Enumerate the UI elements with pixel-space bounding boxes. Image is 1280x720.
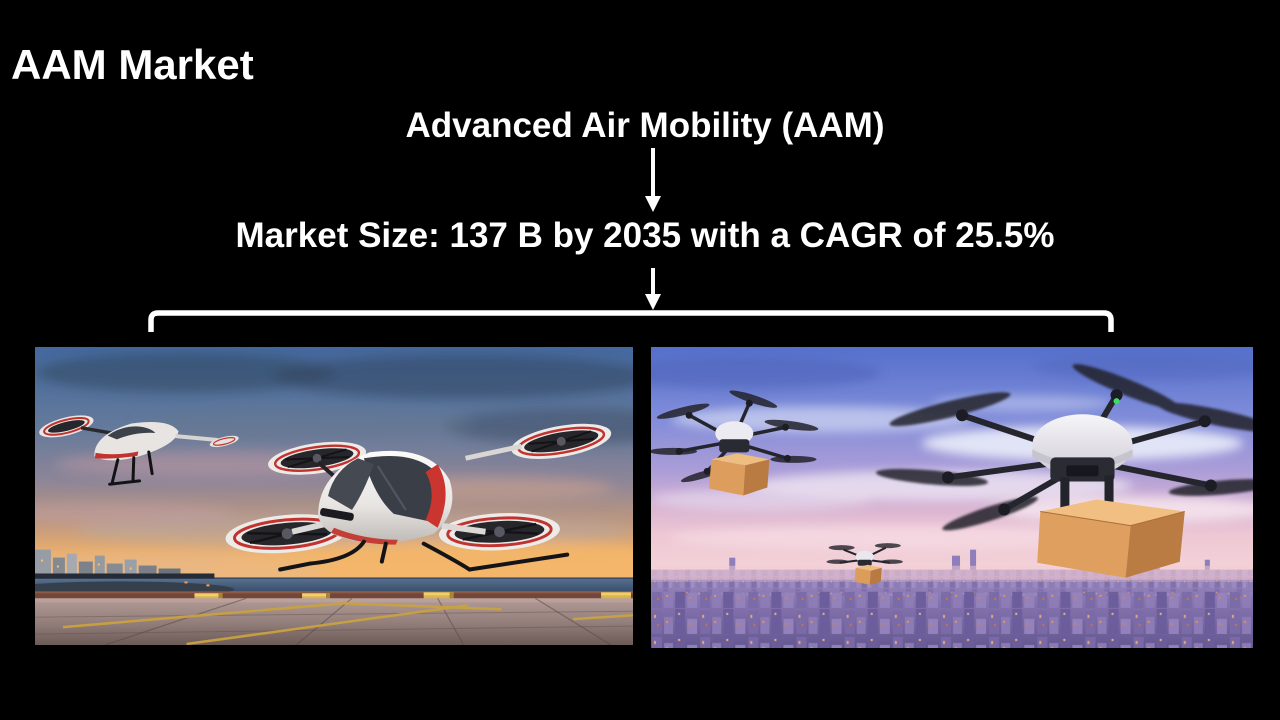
helipad-edge-blocks <box>194 592 632 603</box>
helipad-markings <box>62 602 633 645</box>
branch-evtol: eVTOL – Transportation <box>35 347 633 645</box>
drone-photo <box>651 347 1253 648</box>
delivery-drone-medium <box>651 390 819 496</box>
flow-node-market-size: Market Size: 137 B by 2035 with a CAGR o… <box>235 216 1055 255</box>
status-led <box>1113 398 1120 405</box>
down-arrow-icon <box>645 268 661 310</box>
evtol-photo <box>35 347 633 645</box>
down-arrow-icon <box>645 148 661 212</box>
delivery-drone-large <box>875 364 1253 578</box>
landing-skids <box>278 539 570 572</box>
evtol-large <box>222 416 616 572</box>
branch-drone: Drone – Logistics <box>651 347 1253 648</box>
page-title: AAM Market <box>11 41 254 89</box>
seawall <box>35 591 633 600</box>
branch-bracket-icon <box>148 310 1114 332</box>
flow-node-aam: Advanced Air Mobility (AAM) <box>405 106 885 145</box>
apron-joints <box>104 597 612 645</box>
evtol-small <box>39 415 239 486</box>
delivery-drone-small <box>826 543 903 585</box>
